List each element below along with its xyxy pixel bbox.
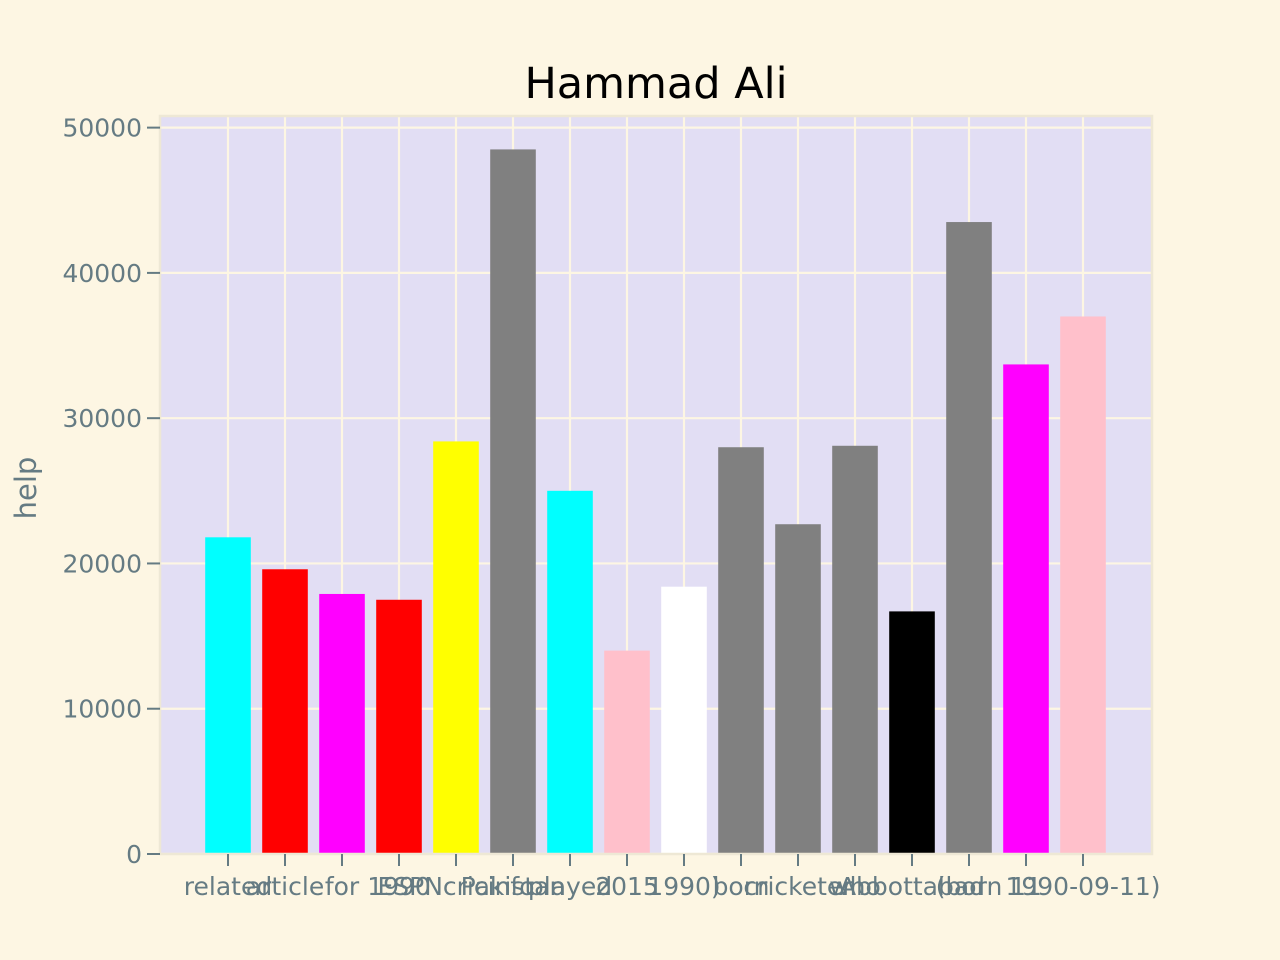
y-tick-label: 30000 bbox=[62, 404, 142, 433]
x-tick-label: Pakistan bbox=[461, 872, 566, 901]
bar-espncricinfo bbox=[433, 441, 479, 854]
x-tick-label: 1990) bbox=[647, 872, 720, 901]
y-tick-label: 0 bbox=[126, 840, 142, 869]
x-tick-label: played bbox=[528, 872, 612, 901]
y-tick-label: 20000 bbox=[62, 549, 142, 578]
bar-played bbox=[547, 490, 593, 854]
chart-title: Hammad Ali bbox=[524, 59, 787, 109]
bar-2015 bbox=[604, 650, 650, 854]
bars bbox=[205, 149, 1106, 855]
bar-11 bbox=[1003, 364, 1049, 854]
x-tick-label: born bbox=[713, 872, 770, 901]
x-tick-label: 1990 bbox=[367, 872, 431, 901]
x-tick-label: Abbottabad bbox=[839, 872, 985, 901]
bar-1990 bbox=[376, 599, 422, 854]
y-tick-label: 50000 bbox=[62, 114, 142, 143]
x-tick-label: related bbox=[184, 872, 272, 901]
x-tick-label: cricketer bbox=[743, 872, 853, 901]
x-tick-label: article bbox=[246, 872, 324, 901]
bar-born bbox=[946, 222, 992, 855]
bar-1990 bbox=[661, 586, 707, 854]
bar-abbottabad bbox=[889, 611, 935, 854]
y-axis-label: help bbox=[9, 457, 43, 520]
axes: 0 10000 20000 30000 40000 50000 relatedarticle… bbox=[62, 114, 1160, 901]
x-tick-label: for bbox=[325, 872, 360, 901]
bar-for bbox=[319, 593, 365, 854]
y-tick-label: 40000 bbox=[62, 259, 142, 288]
bar-article bbox=[262, 569, 308, 854]
x-tick-label: ESPNcricinfo bbox=[377, 872, 534, 901]
bar-1990-09-11 bbox=[1060, 316, 1106, 854]
x-tick-label: who bbox=[829, 872, 881, 901]
y-tick-label: 10000 bbox=[62, 695, 142, 724]
bar-who bbox=[832, 445, 878, 854]
x-tick-label: (born bbox=[936, 872, 1003, 901]
plot-frame bbox=[158, 114, 1154, 856]
bar-related bbox=[205, 537, 251, 854]
bar-cricketer bbox=[775, 524, 821, 854]
x-tick-label: 2015 bbox=[595, 872, 659, 901]
x-tick-label: 1990-09-11) bbox=[1005, 872, 1160, 901]
x-tick-label: 11 bbox=[1010, 872, 1042, 901]
bar-pakistan bbox=[490, 149, 536, 854]
bar-born bbox=[718, 447, 764, 854]
